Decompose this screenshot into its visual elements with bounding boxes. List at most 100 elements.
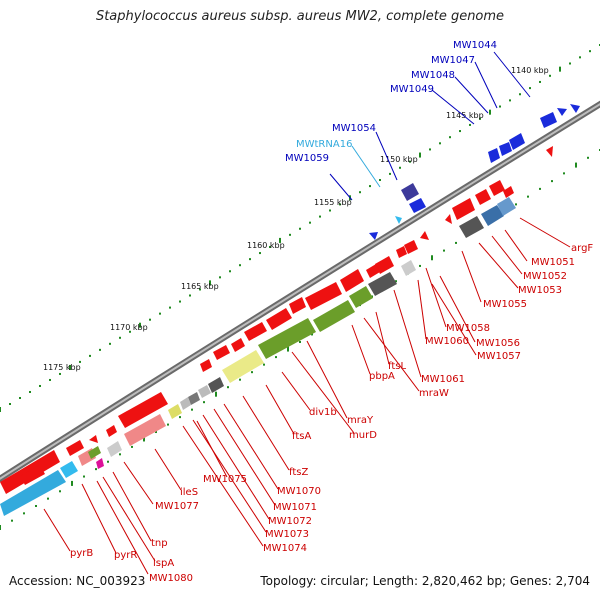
inner-tick	[515, 203, 517, 206]
label-div1b: div1b	[309, 407, 337, 418]
feature-mw1059	[369, 232, 378, 240]
inner-tick	[239, 378, 241, 381]
feature-mw1061	[375, 256, 394, 274]
feature-pink	[124, 414, 166, 446]
scale-tick-labels: 1140 kbp 1145 kbp 1150 kbp 1155 kbp 1160…	[43, 66, 549, 372]
feature-grey4	[107, 441, 122, 457]
label-lspa: lspA	[153, 558, 174, 569]
scale-dot	[519, 93, 521, 96]
tick-label-1155: 1155 kbp	[314, 198, 352, 207]
scale-dot	[259, 252, 261, 255]
scale-dot	[139, 322, 141, 328]
inner-tick	[203, 401, 205, 404]
label-mw1072: MW1072	[268, 516, 312, 527]
label-mw1049: MW1049	[390, 84, 434, 95]
scale-dot	[189, 294, 191, 297]
scale-dot	[529, 87, 531, 90]
inner-tick	[131, 445, 133, 448]
scale-dot	[319, 215, 321, 218]
scale-dot	[49, 378, 51, 381]
inner-tick	[287, 346, 289, 352]
tick-label-1145: 1145 kbp	[446, 111, 484, 120]
tick-label-1160: 1160 kbp	[247, 241, 285, 250]
reverse-leaders	[43, 217, 571, 575]
scale-dot	[309, 221, 311, 224]
feature-mw1058	[445, 214, 452, 224]
feature-mw1075	[200, 359, 212, 372]
tick-label-1150: 1150 kbp	[380, 155, 418, 164]
scale-dot	[509, 99, 511, 102]
scale-dot	[449, 136, 451, 139]
feature-ftsz	[213, 345, 230, 360]
inner-tick	[47, 497, 49, 500]
scale-dot	[549, 74, 551, 77]
label-mwtrna16: MWtRNA16	[296, 139, 352, 150]
label-pyrb: pyrB	[70, 548, 93, 559]
reverse-features	[0, 146, 553, 516]
scale-dot	[109, 342, 111, 345]
scale-dot	[359, 191, 361, 194]
scale-dot	[559, 66, 561, 72]
feature-mw1073	[180, 397, 191, 410]
scale-dot	[479, 117, 481, 120]
inner-tick	[227, 386, 229, 389]
label-mw1059: MW1059	[285, 153, 329, 164]
feature-lspa	[88, 446, 101, 459]
feature-mw1054b	[409, 198, 426, 213]
scale-dot	[239, 264, 241, 267]
feature-mw1070	[208, 377, 224, 393]
inner-tick	[263, 363, 265, 366]
forward-features	[369, 104, 580, 240]
inner-tick	[251, 371, 253, 374]
scale-dot	[29, 390, 31, 393]
label-mw1071: MW1071	[273, 502, 317, 513]
label-mw1058: MW1058	[446, 323, 490, 334]
feature-blue1	[481, 205, 504, 226]
inner-tick	[527, 195, 529, 198]
label-tnp: tnp	[151, 538, 168, 549]
feature-mraw	[340, 269, 364, 292]
label-ftsa: ftsA	[292, 431, 311, 442]
label-mw1057: MW1057	[477, 351, 521, 362]
scale-dot	[269, 245, 271, 248]
inner-tick	[551, 180, 553, 183]
feature-mw1071	[198, 385, 211, 398]
label-mw1077: MW1077	[155, 501, 199, 512]
scale-dot	[9, 402, 11, 405]
forward-leaders	[329, 51, 531, 201]
label-mw1074: MW1074	[263, 543, 307, 554]
feature-mw1044	[570, 104, 580, 113]
feature-mw1049c	[488, 148, 500, 163]
feature-div1b	[244, 322, 267, 341]
inner-tick	[419, 264, 421, 267]
scale-dot	[459, 130, 461, 133]
inner-tick	[23, 512, 25, 515]
inner-tick	[455, 241, 457, 244]
label-mw1044: MW1044	[453, 40, 497, 51]
feature-blue2	[497, 197, 516, 216]
feature-mw1072	[188, 392, 200, 405]
feature-ileS	[118, 392, 168, 428]
feature-pbpa	[305, 282, 342, 310]
feature-mwtrna16	[395, 216, 402, 224]
inner-tick	[0, 525, 1, 530]
feature-tnp	[89, 435, 98, 443]
feature-grey2	[401, 260, 416, 276]
inner-tick	[143, 436, 145, 442]
inner-tick	[311, 333, 313, 336]
feature-mw1054	[401, 183, 419, 201]
feature-ftsa-y	[222, 350, 264, 383]
label-mraw: mraW	[419, 388, 449, 399]
feature-murd	[266, 308, 292, 330]
label-mw1061: MW1061	[421, 374, 465, 385]
feature-mray	[289, 297, 306, 314]
tick-label-1170: 1170 kbp	[110, 323, 148, 332]
scale-dot	[119, 336, 121, 339]
scale-dot	[279, 237, 281, 243]
inner-tick	[83, 475, 85, 478]
inner-tick	[431, 255, 433, 261]
scale-dot	[469, 123, 471, 126]
feature-argf	[546, 146, 553, 157]
feature-green2	[313, 300, 355, 332]
scale-dot	[219, 276, 221, 279]
